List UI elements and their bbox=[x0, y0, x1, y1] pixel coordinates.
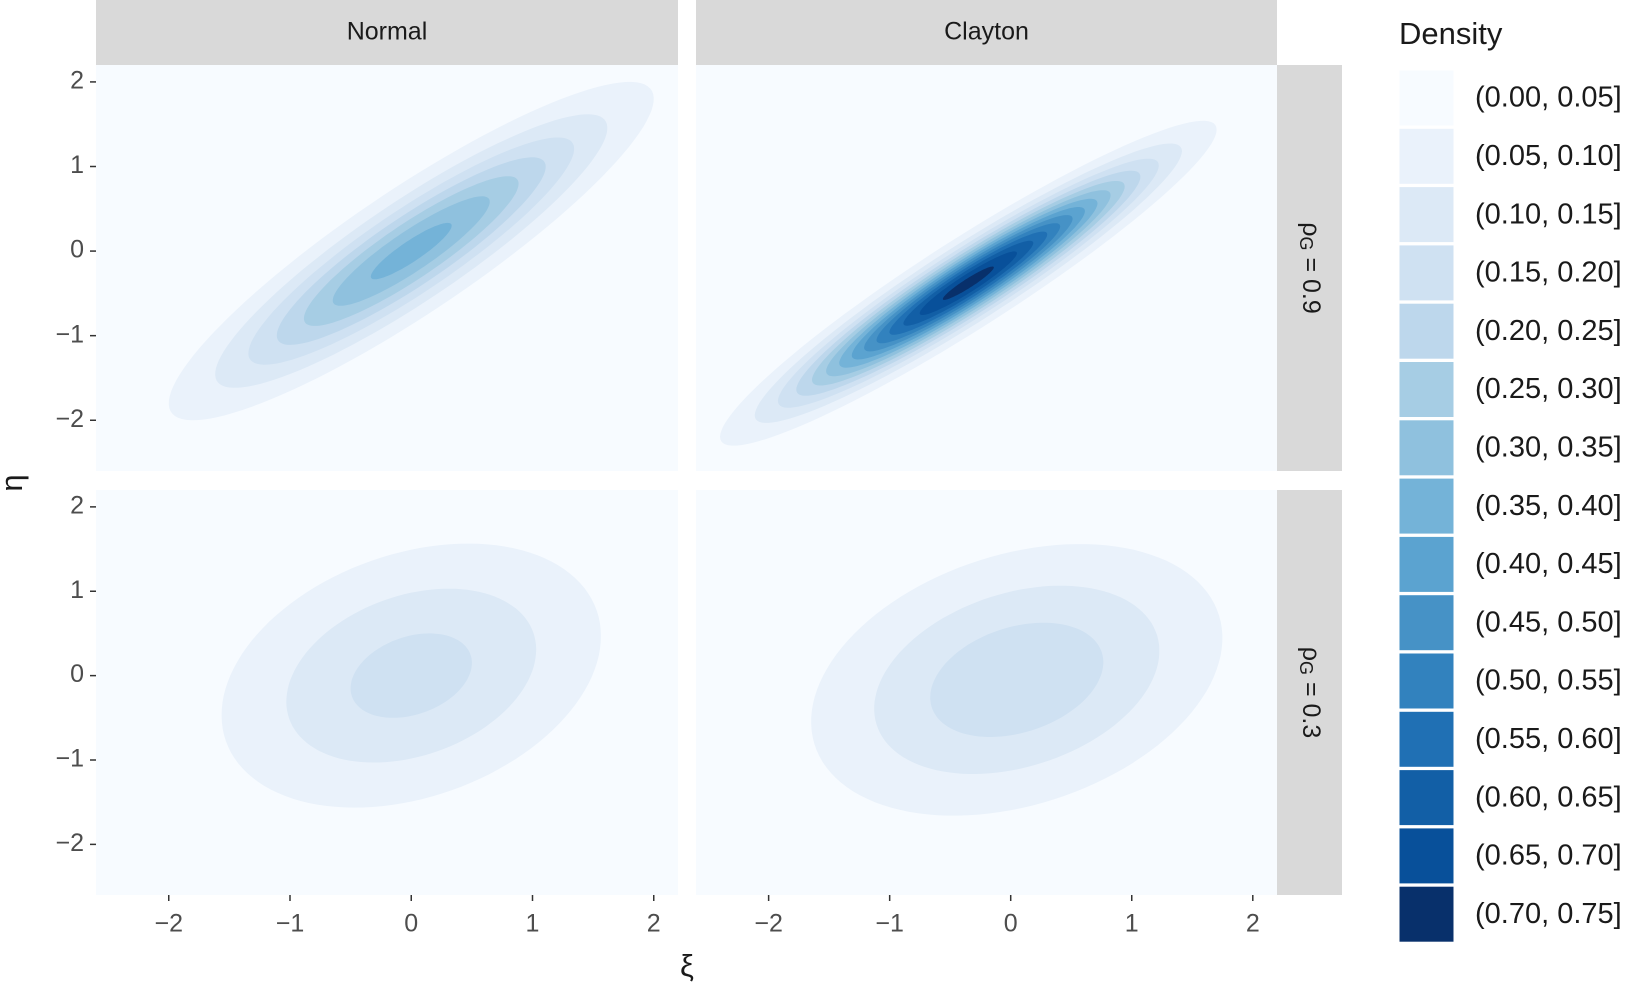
panel bbox=[221, 543, 601, 808]
y-axis-title: η bbox=[0, 474, 29, 491]
y-tick-label: 1 bbox=[70, 576, 84, 604]
legend-label: (0.35, 0.40] bbox=[1475, 490, 1622, 522]
x-tick-label: 1 bbox=[526, 910, 540, 938]
legend-title: Density bbox=[1399, 16, 1503, 51]
legend-key bbox=[1398, 419, 1455, 477]
y-tick-label: 2 bbox=[70, 67, 84, 95]
column-strip bbox=[696, 0, 1277, 65]
x-tick-label: −2 bbox=[154, 910, 183, 938]
density-band bbox=[350, 633, 472, 718]
legend-label: (0.40, 0.45] bbox=[1475, 548, 1622, 580]
legend-key bbox=[1398, 186, 1455, 244]
legend-label: (0.15, 0.20] bbox=[1475, 257, 1622, 289]
legend-label: (0.55, 0.60] bbox=[1475, 723, 1622, 755]
legend-label: (0.70, 0.75] bbox=[1475, 898, 1622, 930]
legend-key bbox=[1398, 652, 1455, 710]
density-band bbox=[942, 266, 994, 300]
legend-key bbox=[1398, 827, 1455, 885]
row-strip bbox=[1277, 65, 1342, 471]
legend-label: (0.45, 0.50] bbox=[1475, 606, 1622, 638]
x-tick-label: −2 bbox=[754, 910, 783, 938]
legend-label: (0.65, 0.70] bbox=[1475, 840, 1622, 872]
legend-label: (0.60, 0.65] bbox=[1475, 781, 1622, 813]
legend-label: (0.00, 0.05] bbox=[1475, 82, 1622, 114]
y-tick-label: −2 bbox=[55, 405, 84, 433]
row-label-sub: G bbox=[1296, 661, 1316, 675]
panel bbox=[811, 544, 1223, 816]
legend-label: (0.25, 0.30] bbox=[1475, 373, 1622, 405]
panel bbox=[168, 81, 654, 421]
row-label-var: ρ bbox=[1297, 222, 1325, 236]
legend-label: (0.20, 0.25] bbox=[1475, 315, 1622, 347]
y-tick-label: 2 bbox=[70, 491, 84, 519]
legend-label: (0.05, 0.10] bbox=[1475, 140, 1622, 172]
x-tick-label: −1 bbox=[276, 910, 305, 938]
legend-key bbox=[1398, 244, 1455, 302]
column-strip bbox=[96, 0, 678, 65]
row-label-var: ρ bbox=[1297, 647, 1325, 661]
legend-key bbox=[1398, 477, 1455, 535]
legend-label: (0.50, 0.55] bbox=[1475, 665, 1622, 697]
legend-key bbox=[1398, 69, 1455, 127]
legend-key bbox=[1398, 302, 1455, 360]
column-label: Clayton bbox=[944, 18, 1029, 46]
x-tick-label: 2 bbox=[1246, 910, 1260, 938]
y-tick-label: 1 bbox=[70, 151, 84, 179]
legend-key bbox=[1398, 535, 1455, 593]
legend-key bbox=[1398, 127, 1455, 185]
x-tick-label: 0 bbox=[1004, 910, 1018, 938]
legend-key bbox=[1398, 594, 1455, 652]
y-tick-label: −2 bbox=[55, 829, 84, 857]
y-tick-label: 0 bbox=[70, 236, 84, 264]
legend-key bbox=[1398, 710, 1455, 768]
panel bbox=[720, 120, 1217, 446]
row-strip bbox=[1277, 490, 1342, 895]
x-tick-label: −1 bbox=[875, 910, 904, 938]
column-label: Normal bbox=[347, 18, 428, 46]
legend-key bbox=[1398, 769, 1455, 827]
row-label-eq: = 0.9 bbox=[1297, 251, 1325, 314]
x-tick-label: 1 bbox=[1125, 910, 1139, 938]
legend-key bbox=[1398, 361, 1455, 418]
row-label: ρG = 0.3 bbox=[1296, 647, 1325, 739]
y-tick-label: 0 bbox=[70, 660, 84, 688]
density-band bbox=[930, 622, 1104, 737]
y-tick-label: −1 bbox=[55, 745, 84, 773]
row-label-eq: = 0.3 bbox=[1297, 675, 1325, 738]
row-label: ρG = 0.9 bbox=[1296, 222, 1325, 314]
legend-label: (0.30, 0.35] bbox=[1475, 431, 1622, 463]
legend-label: (0.10, 0.15] bbox=[1475, 198, 1622, 230]
density-band bbox=[370, 222, 452, 280]
legend-key bbox=[1398, 885, 1455, 943]
row-label-sub: G bbox=[1296, 236, 1316, 250]
y-tick-label: −1 bbox=[55, 320, 84, 348]
x-axis-title: ξ bbox=[680, 948, 694, 983]
x-tick-label: 0 bbox=[404, 910, 418, 938]
x-tick-label: 2 bbox=[647, 910, 661, 938]
